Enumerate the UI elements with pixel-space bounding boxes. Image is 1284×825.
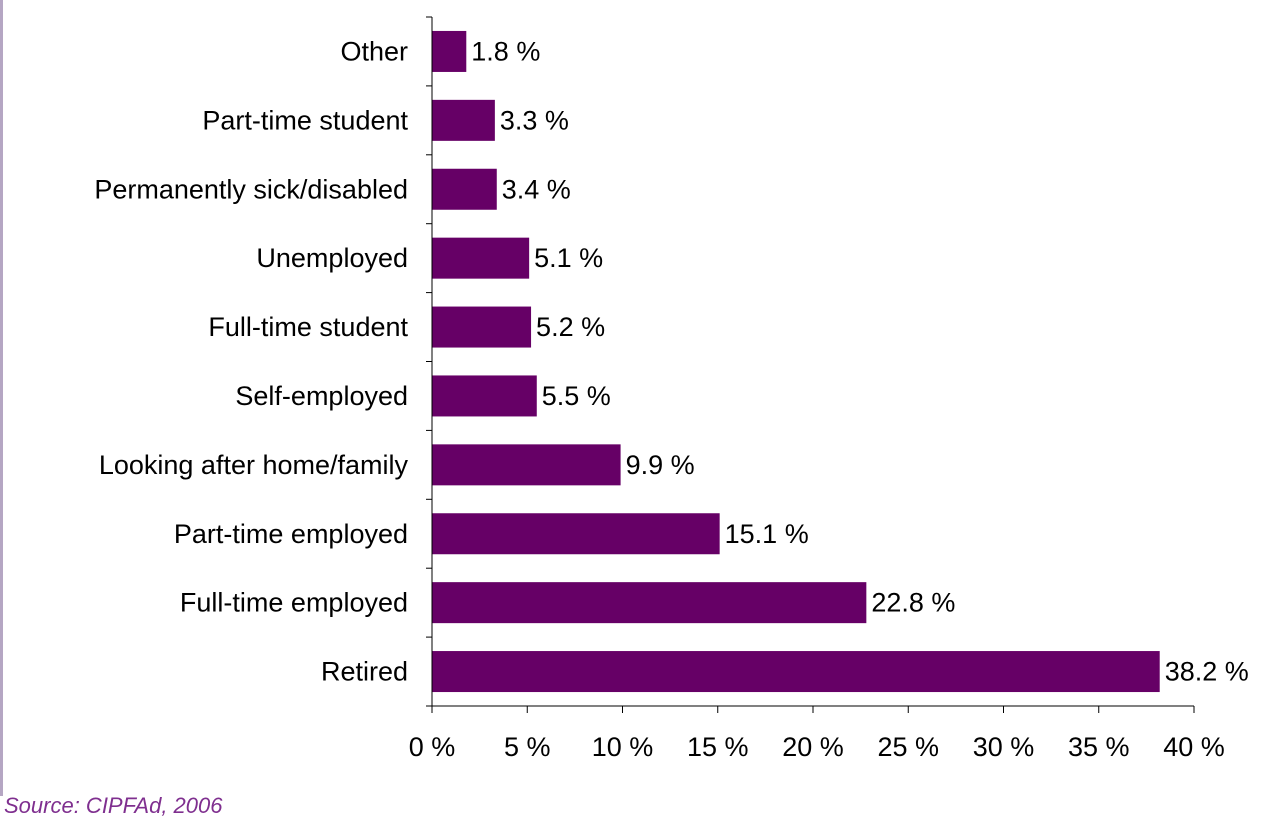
category-label: Unemployed (256, 243, 408, 273)
bar (432, 582, 867, 624)
bar (432, 237, 530, 279)
x-tick-label: 10 % (592, 732, 654, 762)
bar (432, 444, 621, 486)
category-label: Full-time employed (180, 588, 408, 618)
bar (432, 99, 495, 141)
x-tick-label: 40 % (1163, 732, 1225, 762)
value-label: 1.8 % (471, 36, 540, 66)
value-label: 3.4 % (502, 174, 571, 204)
bar (432, 30, 467, 72)
labels-group: Other 1.8 % Part-time student 3.3 % Permanen… (94, 36, 1248, 762)
bars-group (432, 30, 1160, 693)
value-label: 9.9 % (626, 450, 695, 480)
left-border-line (0, 0, 3, 796)
category-label: Retired (321, 657, 408, 687)
category-label: Full-time student (208, 312, 408, 342)
value-label: 38.2 % (1165, 657, 1249, 687)
x-tick-label: 25 % (877, 732, 939, 762)
category-label: Looking after home/family (99, 450, 409, 480)
value-label: 5.2 % (536, 312, 605, 342)
x-tick-label: 30 % (973, 732, 1035, 762)
x-tick-label: 15 % (687, 732, 749, 762)
value-label: 22.8 % (871, 588, 955, 618)
x-tick-label: 5 % (504, 732, 551, 762)
x-tick-label: 0 % (409, 732, 456, 762)
category-label: Part-time employed (174, 519, 408, 549)
bar (432, 168, 497, 210)
value-label: 3.3 % (500, 105, 569, 135)
bar-chart: Other 1.8 % Part-time student 3.3 % Permanen… (94, 16, 1249, 762)
bar (432, 375, 537, 417)
x-tick-label: 20 % (782, 732, 844, 762)
value-label: 15.1 % (725, 519, 809, 549)
bar (432, 513, 720, 555)
category-label: Other (340, 36, 408, 66)
x-tick-label: 35 % (1068, 732, 1130, 762)
source-note: Source: CIPFAd, 2006 (4, 793, 223, 818)
axes-group (426, 16, 1195, 713)
bar (432, 306, 532, 348)
bar (432, 651, 1160, 693)
category-label: Self-employed (235, 381, 408, 411)
category-label: Permanently sick/disabled (94, 174, 408, 204)
value-label: 5.5 % (542, 381, 611, 411)
category-label: Part-time student (202, 105, 408, 135)
value-label: 5.1 % (534, 243, 603, 273)
